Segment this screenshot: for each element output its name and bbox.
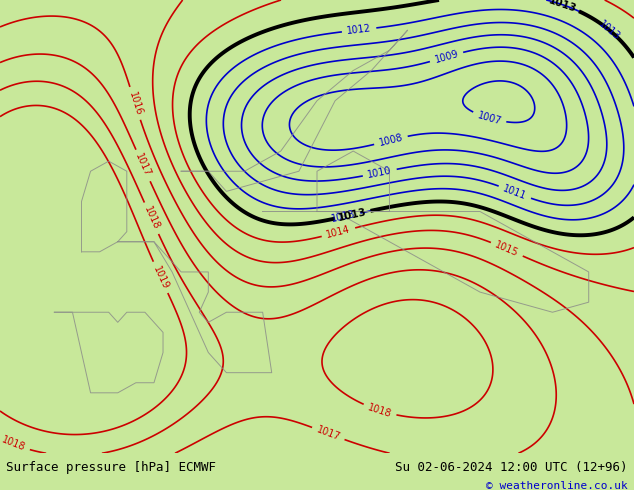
Text: 1015: 1015: [494, 240, 520, 259]
Text: 1008: 1008: [378, 132, 404, 148]
Text: 1007: 1007: [476, 110, 503, 126]
Text: 1012: 1012: [346, 24, 372, 36]
Text: 1018: 1018: [366, 402, 393, 419]
Text: © weatheronline.co.uk: © weatheronline.co.uk: [486, 481, 628, 490]
Text: 1013: 1013: [330, 209, 356, 224]
Text: 1013: 1013: [337, 207, 368, 223]
Text: 1018: 1018: [0, 435, 27, 453]
Text: 1017: 1017: [133, 152, 153, 179]
Text: 1016: 1016: [127, 90, 143, 117]
Text: 1010: 1010: [367, 166, 392, 180]
Text: 1018: 1018: [142, 205, 161, 231]
Text: 1009: 1009: [434, 49, 460, 65]
Text: 1014: 1014: [325, 224, 352, 240]
Text: Surface pressure [hPa] ECMWF: Surface pressure [hPa] ECMWF: [6, 461, 216, 474]
Text: 1013: 1013: [597, 19, 622, 42]
Text: 1013: 1013: [547, 0, 578, 14]
Text: 1017: 1017: [315, 424, 342, 442]
Text: Su 02-06-2024 12:00 UTC (12+96): Su 02-06-2024 12:00 UTC (12+96): [395, 461, 628, 474]
Text: 1019: 1019: [151, 264, 170, 291]
Text: 1011: 1011: [501, 183, 528, 201]
